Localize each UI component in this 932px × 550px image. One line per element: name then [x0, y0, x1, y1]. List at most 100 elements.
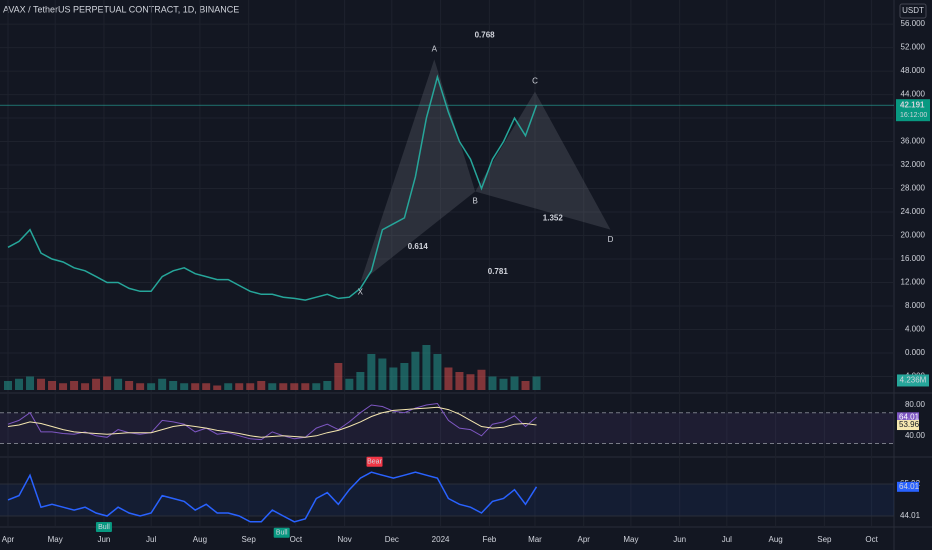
rsi-value-label: 53.96 [899, 420, 920, 429]
volume-bar [180, 383, 189, 390]
pattern-ratio: 0.781 [488, 267, 509, 276]
volume-bar [114, 378, 123, 390]
volume-bar [433, 354, 442, 390]
volume-bar [125, 381, 134, 390]
y-tick-label: 4.000 [905, 325, 926, 334]
volume-bar [301, 383, 310, 390]
y-tick-label: 40.00 [905, 431, 926, 440]
currency[interactable]: USDT [902, 6, 924, 15]
volume-bar [191, 383, 200, 390]
y-tick-label: 20.000 [901, 231, 926, 240]
volume-bar [92, 378, 101, 390]
x-tick-label: Apr [2, 535, 15, 544]
pattern-point-label: C [532, 77, 538, 86]
x-tick-label: Aug [769, 535, 783, 544]
y-tick-label: 44.01 [900, 511, 921, 520]
y-tick-label: 8.000 [905, 301, 926, 310]
y-tick-label: 12.000 [901, 278, 926, 287]
x-tick-label: Nov [338, 535, 352, 544]
currency-box[interactable] [899, 3, 927, 19]
volume-bar [4, 381, 12, 390]
volume-bar [81, 383, 90, 390]
rsi-value-label: 64.01 [899, 412, 920, 421]
volume-bar [345, 378, 354, 390]
y-tick-label: 32.000 [901, 160, 926, 169]
volume-bar [70, 381, 79, 390]
volume-bar [37, 378, 46, 390]
signal-label: Bear [367, 459, 382, 466]
volume-bar [290, 383, 299, 390]
pattern-triangle [475, 91, 611, 230]
x-tick-label: Jul [722, 535, 732, 544]
volume-bar [455, 372, 464, 390]
y-tick-label: 0.000 [905, 348, 926, 357]
rsi-value-box [897, 412, 919, 423]
volume-bar [499, 378, 508, 390]
y-tick-label: 48.000 [901, 66, 926, 75]
volume-bar [235, 383, 244, 390]
rsi-value-box [897, 420, 919, 431]
volume-bar [334, 363, 343, 390]
volume-bar [356, 372, 365, 390]
pattern-ratio: 0.768 [475, 31, 496, 40]
x-tick-label: Sep [242, 535, 257, 544]
y-tick-label: 80.00 [905, 400, 926, 409]
x-tick-label: Apr [577, 535, 590, 544]
volume-bar [257, 381, 266, 390]
y-tick-label: 36.000 [901, 137, 926, 146]
x-tick-label: May [623, 535, 638, 544]
x-tick-label: Sep [817, 535, 832, 544]
volume-bar [103, 376, 112, 390]
pattern-ratio: 0.614 [408, 242, 429, 251]
volume-bar [279, 383, 288, 390]
x-tick-label: Oct [290, 535, 303, 544]
volume-bar [59, 383, 68, 390]
signal-box [95, 521, 112, 532]
volume-bar [246, 383, 255, 390]
volume-bar [136, 383, 145, 390]
y-tick-label: 52.000 [901, 43, 926, 52]
volume-bar [312, 383, 321, 390]
signal-box [273, 527, 290, 538]
countdown: 16:12:00 [900, 112, 927, 119]
volume-bar [213, 385, 222, 390]
x-tick-label: Aug [193, 535, 207, 544]
volume-label: 4.236M [900, 376, 927, 385]
pattern-point-label: B [473, 197, 478, 206]
pattern-point-label: X [358, 288, 364, 297]
volume-bar [378, 358, 387, 390]
x-tick-label: Mar [528, 535, 542, 544]
last-price-label: 42.191 [900, 100, 925, 109]
volume-bar [477, 369, 486, 390]
pattern-point-label: D [608, 235, 614, 244]
volume-bar [48, 381, 57, 390]
y-tick-label: 28.000 [901, 184, 926, 193]
volume-bar [389, 367, 398, 390]
x-tick-label: Dec [385, 535, 399, 544]
oscillator-line [7, 471, 538, 523]
y-tick-label: 16.000 [901, 254, 926, 263]
volume-bar [411, 351, 420, 390]
y-tick-label: 56.000 [901, 19, 926, 28]
volume-bar [202, 383, 211, 390]
x-tick-label: Jun [97, 535, 110, 544]
volume-bar [224, 383, 233, 390]
y-tick-label: 44.000 [901, 90, 926, 99]
current-label: 64.01 [899, 482, 920, 491]
price-line [7, 74, 538, 301]
volume-bar [147, 383, 156, 390]
symbol-title: AVAX / TetherUS PERPETUAL CONTRACT, 1D, … [3, 4, 239, 14]
x-tick-label: Jul [146, 535, 156, 544]
x-tick-label: May [48, 535, 63, 544]
last-price-box [896, 99, 930, 122]
volume-bar [323, 381, 332, 390]
volume-bar [510, 376, 519, 390]
pattern-ratio: 1.352 [543, 214, 564, 223]
volume-bar [532, 376, 541, 390]
y-tick-label: 24.000 [901, 207, 926, 216]
volume-bar [268, 383, 277, 390]
volume-bar [367, 354, 376, 390]
current-box [897, 481, 919, 492]
signal-label: Bull [276, 530, 288, 537]
x-tick-label: Jun [673, 535, 686, 544]
